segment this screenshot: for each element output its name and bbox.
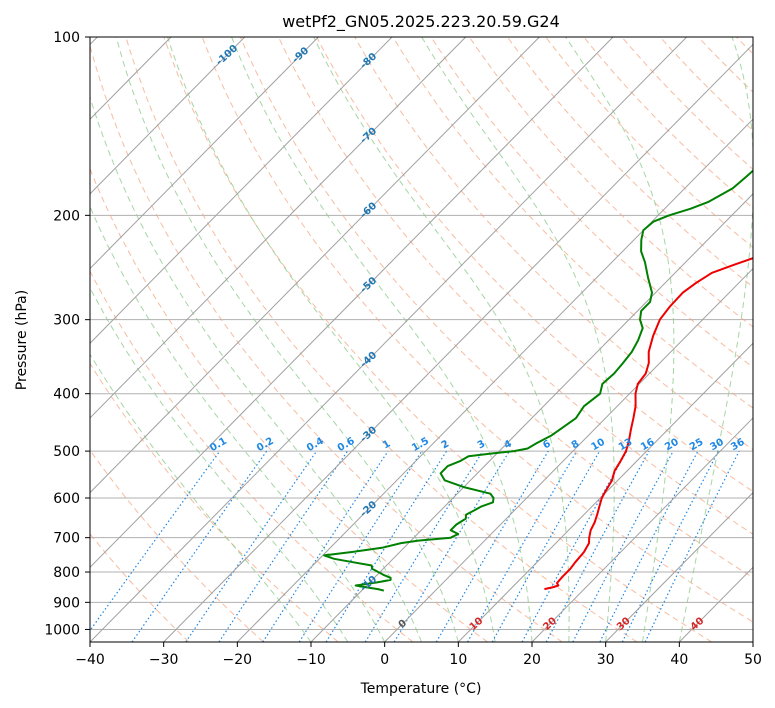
isotherm-line xyxy=(90,37,467,419)
x-tick-label: 30 xyxy=(597,652,615,668)
dry-adiabat xyxy=(90,167,488,642)
moist-adiabat xyxy=(678,37,753,642)
isotherm-line xyxy=(90,37,246,195)
x-axis-title: Temperature (°C) xyxy=(360,681,482,697)
dry-adiabat xyxy=(506,37,753,288)
chart-title: wetPf2_GN05.2025.223.20.59.G24 xyxy=(282,12,560,32)
x-tick-label: 20 xyxy=(523,652,541,668)
mixing-ratio-label: 2 xyxy=(440,438,452,451)
y-tick-label: 700 xyxy=(53,531,80,547)
plot-area: -100 -90 -80-70-60-50-40-30-20-100 10 20 30 40… xyxy=(90,37,753,642)
moist-adiabat xyxy=(90,205,386,642)
y-axis-title: Pressure (hPa) xyxy=(14,290,30,390)
x-tick-label: 50 xyxy=(744,652,762,668)
y-tick-label: 400 xyxy=(53,387,80,403)
y-tick-label: 300 xyxy=(53,313,80,329)
y-axis: 100 200 300 400 500 600 700 800 900 1000 xyxy=(44,30,90,638)
pressure-grid xyxy=(90,37,753,630)
dewpoint-profile xyxy=(323,169,753,592)
moist-adiabat xyxy=(231,37,533,642)
mixing-ratio-line xyxy=(90,450,221,632)
x-tick-label: −10 xyxy=(296,652,326,668)
moist-adiabat xyxy=(115,37,459,642)
dry-adiabat xyxy=(90,43,563,642)
moist-adiabat xyxy=(313,37,570,642)
moist-adiabat xyxy=(167,37,496,642)
mixing-ratio-line xyxy=(185,450,318,642)
y-tick-label: 100 xyxy=(53,30,80,46)
dry-adiabat xyxy=(90,362,339,642)
mixing-ratio-line xyxy=(644,450,740,642)
isotherm-line xyxy=(457,342,753,642)
isotherm-line xyxy=(90,37,688,642)
isotherms xyxy=(90,37,753,642)
mixing-ratio-line xyxy=(621,450,719,642)
isotherm-line xyxy=(163,43,753,642)
isotherm-line xyxy=(90,37,614,569)
moist-adiabat xyxy=(421,37,615,642)
y-tick-label: 900 xyxy=(53,595,80,611)
temperature-profile xyxy=(544,257,753,591)
isotherm-line xyxy=(236,118,753,642)
mixing-ratio-label: 4 xyxy=(502,438,514,451)
mixing-ratio-line xyxy=(298,450,423,642)
y-tick-label: 800 xyxy=(53,565,80,581)
y-tick-label: 600 xyxy=(53,491,80,507)
mixing-ratio-line xyxy=(262,450,389,642)
dry-adiabat xyxy=(468,37,753,328)
moist-adiabat xyxy=(90,95,422,642)
mixing-ratio-line xyxy=(218,450,348,642)
dry-adiabat xyxy=(90,270,414,642)
mixing-ratio-line xyxy=(393,450,510,642)
x-tick-label: −20 xyxy=(223,652,253,668)
isotherm-line xyxy=(531,417,753,642)
mixing-ratio-label: 8 xyxy=(570,438,582,451)
mixing-ratio-line xyxy=(545,450,650,642)
x-axis: −40 −30 −20 −10 0 10 20 30 40 50 xyxy=(75,642,762,668)
plot-frame xyxy=(89,36,754,643)
y-tick-label: 500 xyxy=(53,444,80,460)
x-tick-label: −40 xyxy=(75,652,105,668)
x-tick-label: 40 xyxy=(670,652,688,668)
x-tick-label: −30 xyxy=(149,652,179,668)
mixing-ratio-line xyxy=(325,450,448,642)
x-tick-label: 10 xyxy=(449,652,467,668)
dry-adiabat xyxy=(125,37,638,642)
mixing-ratio-line xyxy=(364,450,484,642)
isotherm-line xyxy=(90,37,540,494)
dry-adiabats xyxy=(90,37,753,642)
dry-adiabat xyxy=(90,449,264,642)
moist-adiabat xyxy=(565,37,675,642)
mixing-ratio-line xyxy=(521,450,628,642)
mixing-ratio-label: 1 xyxy=(381,438,393,451)
y-tick-label: 1000 xyxy=(44,622,80,638)
isotherm-line xyxy=(384,267,753,642)
y-tick-label: 200 xyxy=(53,208,80,224)
isotherm-line xyxy=(90,37,319,270)
x-tick-label: 0 xyxy=(380,652,389,668)
moist-adiabat xyxy=(90,286,349,642)
sounding-profiles xyxy=(323,169,753,592)
isotherm-line xyxy=(90,37,393,344)
dry-adiabat xyxy=(201,37,753,623)
isotherm-line xyxy=(605,491,753,642)
mixing-ratio-label: 6 xyxy=(541,438,553,451)
mixing-ratio-label: 3 xyxy=(476,438,488,451)
